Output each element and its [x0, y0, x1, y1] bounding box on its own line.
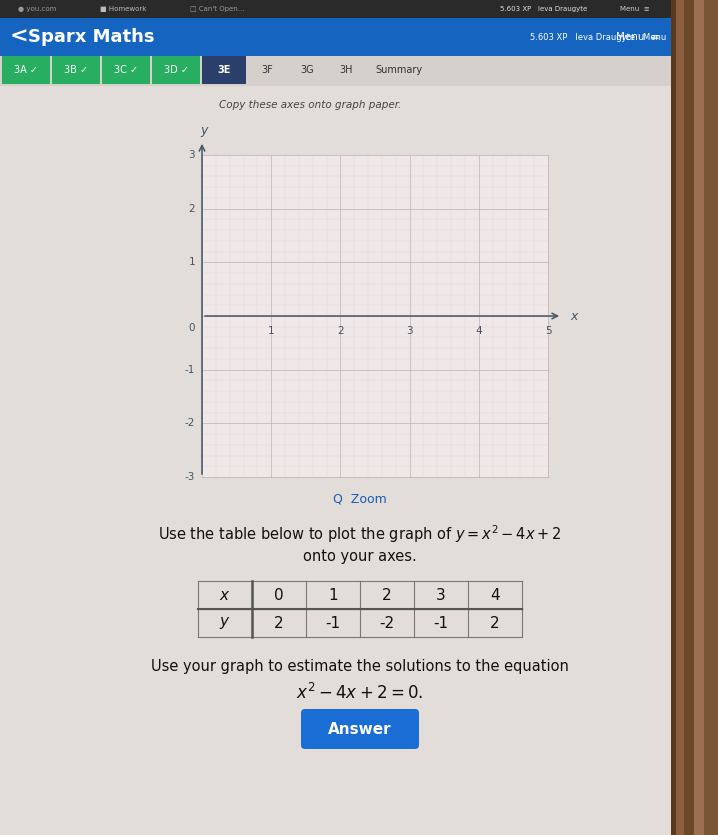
Text: 0: 0	[274, 588, 284, 603]
Text: -3: -3	[185, 472, 195, 482]
Bar	[202, 56, 246, 84]
Bar	[684, 0, 694, 835]
Bar	[248, 56, 286, 84]
Text: 2: 2	[382, 588, 392, 603]
Text: 4: 4	[490, 588, 500, 603]
Text: 2: 2	[490, 615, 500, 630]
Text: $x$: $x$	[219, 588, 230, 603]
Text: -1: -1	[434, 615, 449, 630]
Text: Answer: Answer	[328, 721, 392, 736]
Text: 2: 2	[337, 326, 344, 336]
Text: 3: 3	[188, 150, 195, 160]
Text: 3H: 3H	[339, 65, 353, 75]
Text: y: y	[200, 124, 208, 137]
Text: -1: -1	[185, 365, 195, 375]
Text: 2: 2	[188, 204, 195, 214]
Text: 1: 1	[188, 257, 195, 267]
Text: -1: -1	[325, 615, 340, 630]
Bar	[0, 56, 671, 86]
Text: -2: -2	[379, 615, 395, 630]
Bar	[676, 0, 684, 835]
Bar	[670, 0, 676, 835]
Text: 5.603 XP   Ieva Draugyte   Menu: 5.603 XP Ieva Draugyte Menu	[530, 33, 666, 42]
Bar	[52, 56, 100, 84]
Text: Menu  ≡: Menu ≡	[616, 32, 660, 42]
Text: 3: 3	[436, 588, 446, 603]
Text: 4: 4	[475, 326, 482, 336]
Bar	[366, 56, 432, 84]
Text: 3G: 3G	[300, 65, 314, 75]
Text: Sparx Maths: Sparx Maths	[28, 28, 154, 46]
Bar	[670, 0, 718, 835]
Bar	[0, 0, 671, 18]
Bar	[152, 56, 200, 84]
Text: 3A ✓: 3A ✓	[14, 65, 38, 75]
Text: 5.603 XP   Ieva Draugyte: 5.603 XP Ieva Draugyte	[500, 6, 587, 12]
Text: 3B ✓: 3B ✓	[64, 65, 88, 75]
Text: onto your axes.: onto your axes.	[303, 549, 417, 564]
Bar	[694, 0, 704, 835]
Bar	[328, 56, 364, 84]
Text: 1: 1	[328, 588, 337, 603]
Bar	[102, 56, 150, 84]
Bar	[0, 18, 671, 56]
Text: -2: -2	[185, 418, 195, 428]
Text: 3C ✓: 3C ✓	[114, 65, 138, 75]
Text: 5: 5	[545, 326, 551, 336]
Text: 3E: 3E	[218, 65, 230, 75]
Text: <: <	[10, 27, 29, 47]
Text: 2: 2	[274, 615, 284, 630]
Text: $y$: $y$	[219, 615, 230, 631]
Text: 3D ✓: 3D ✓	[164, 65, 189, 75]
Text: Use the table below to plot the graph of $y = x^2 - 4x + 2$: Use the table below to plot the graph of…	[158, 524, 562, 545]
Bar	[704, 0, 718, 835]
Text: ● you.com: ● you.com	[18, 6, 57, 12]
Text: Q  Zoom: Q Zoom	[333, 493, 387, 505]
Text: Summary: Summary	[376, 65, 423, 75]
Text: 3F: 3F	[261, 65, 273, 75]
Text: Copy these axes onto graph paper.: Copy these axes onto graph paper.	[219, 100, 401, 110]
Text: $x^2 - 4x + 2 = 0.$: $x^2 - 4x + 2 = 0.$	[297, 683, 424, 703]
Text: 0: 0	[189, 323, 195, 333]
Text: □ Can't Open...: □ Can't Open...	[190, 6, 245, 12]
Bar	[288, 56, 326, 84]
Bar	[202, 155, 548, 477]
Text: Menu  ≡: Menu ≡	[620, 6, 650, 12]
Text: ■ Homework: ■ Homework	[100, 6, 146, 12]
Text: x: x	[570, 310, 577, 322]
Text: 3: 3	[406, 326, 413, 336]
FancyBboxPatch shape	[301, 709, 419, 749]
Bar	[2, 56, 50, 84]
Text: Use your graph to estimate the solutions to the equation: Use your graph to estimate the solutions…	[151, 660, 569, 675]
Text: 1: 1	[268, 326, 274, 336]
